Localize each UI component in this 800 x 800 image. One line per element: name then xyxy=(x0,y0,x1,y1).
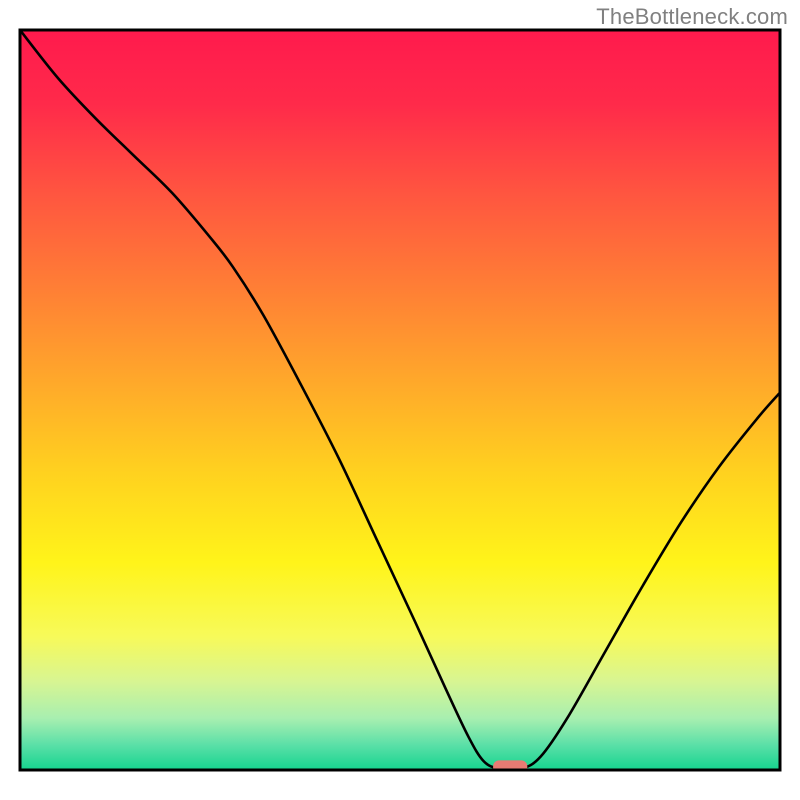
sweet-spot-marker xyxy=(493,760,527,773)
chart-stage: TheBottleneck.com xyxy=(0,0,800,800)
plot-background xyxy=(20,30,780,770)
watermark-label: TheBottleneck.com xyxy=(596,4,788,30)
bottleneck-chart xyxy=(0,0,800,800)
